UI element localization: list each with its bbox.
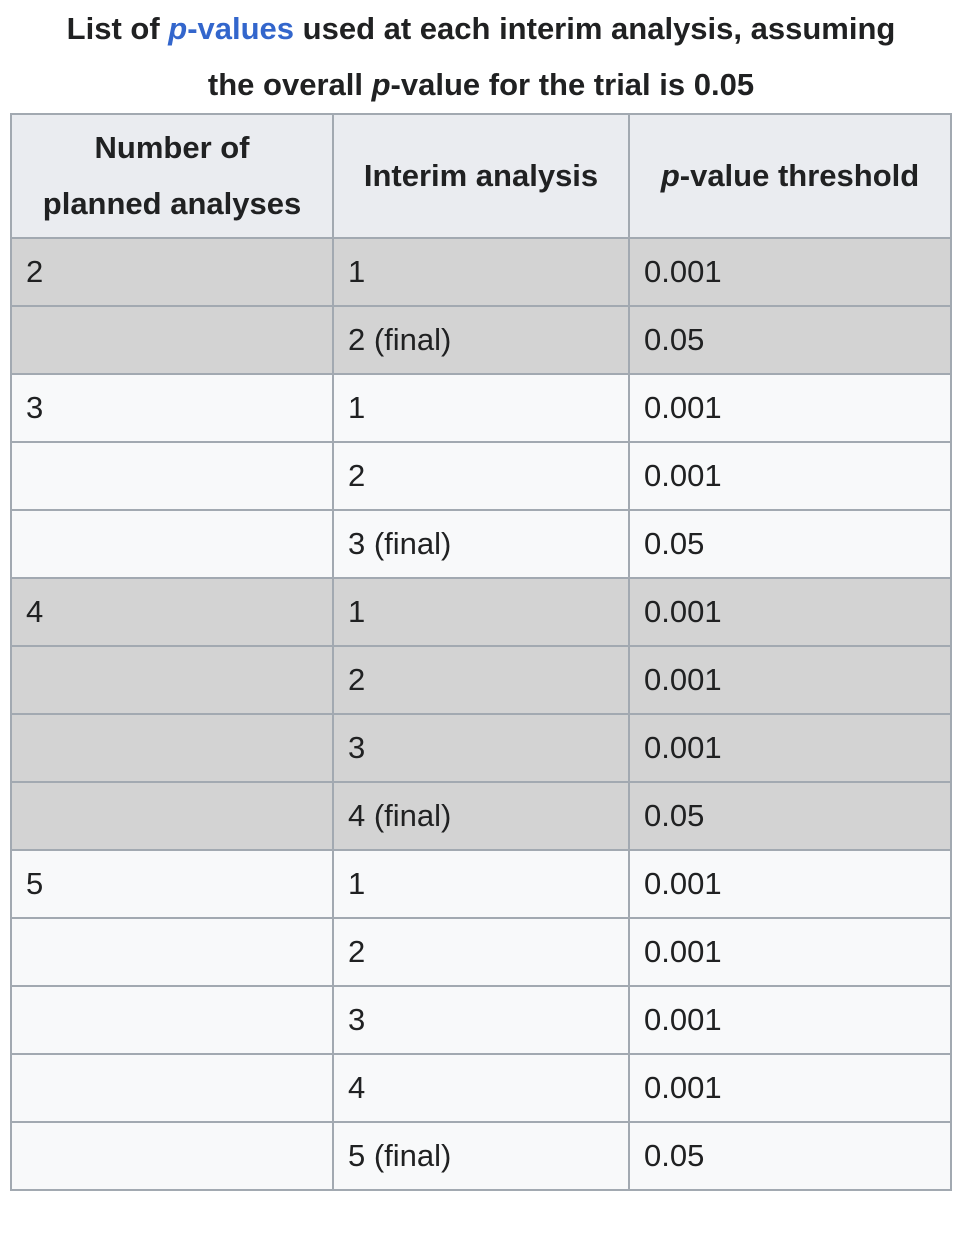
- table-row: 3 (final) 0.05: [10, 509, 952, 579]
- cell-interim-analysis: 3: [332, 985, 630, 1055]
- cell-interim-analysis: 2: [332, 917, 630, 987]
- cell-interim-analysis: 1: [332, 849, 630, 919]
- cell-threshold: 0.001: [628, 849, 952, 919]
- p-values-link-rest: -values: [187, 11, 295, 46]
- cell-planned-analyses: [10, 781, 334, 851]
- cell-planned-analyses: 4: [10, 577, 334, 647]
- header-threshold-rest: -value threshold: [679, 158, 920, 193]
- cell-interim-analysis: 2: [332, 441, 630, 511]
- cell-threshold: 0.001: [628, 577, 952, 647]
- caption-line2-p: p: [371, 67, 391, 102]
- cell-planned-analyses: [10, 713, 334, 783]
- cell-threshold: 0.001: [628, 1053, 952, 1123]
- cell-threshold: 0.001: [628, 917, 952, 987]
- table-row: 3 1 0.001: [10, 373, 952, 443]
- caption-line-2: the overall p-value for the trial is 0.0…: [0, 57, 962, 113]
- caption-prefix: List of: [66, 11, 169, 46]
- cell-interim-analysis: 2 (final): [332, 305, 630, 375]
- cell-planned-analyses: [10, 305, 334, 375]
- cell-threshold: 0.001: [628, 441, 952, 511]
- cell-interim-analysis: 2: [332, 645, 630, 715]
- table-caption: List of p-values used at each interim an…: [0, 0, 962, 113]
- cell-planned-analyses: [10, 645, 334, 715]
- table-row: 4 1 0.001: [10, 577, 952, 647]
- table-row: 4 0.001: [10, 1053, 952, 1123]
- cell-planned-analyses: [10, 1053, 334, 1123]
- cell-threshold: 0.001: [628, 237, 952, 307]
- cell-interim-analysis: 4 (final): [332, 781, 630, 851]
- cell-threshold: 0.001: [628, 645, 952, 715]
- cell-interim-analysis: 4: [332, 1053, 630, 1123]
- header-threshold: p-value threshold: [628, 113, 952, 239]
- cell-interim-analysis: 3: [332, 713, 630, 783]
- header-planned-analyses: Number of planned analyses: [10, 113, 334, 239]
- cell-threshold: 0.05: [628, 509, 952, 579]
- header-threshold-p: p: [660, 158, 680, 193]
- cell-threshold: 0.001: [628, 373, 952, 443]
- cell-interim-analysis: 3 (final): [332, 509, 630, 579]
- cell-interim-analysis: 1: [332, 577, 630, 647]
- cell-planned-analyses: [10, 917, 334, 987]
- cell-threshold: 0.001: [628, 985, 952, 1055]
- p-value-table: Number of planned analyses Interim analy…: [10, 113, 952, 1191]
- cell-threshold: 0.05: [628, 1121, 952, 1191]
- caption-line2-rest: -value for the trial is 0.05: [390, 67, 755, 102]
- header-planned-line1: Number of: [94, 130, 250, 165]
- caption-line-1: List of p-values used at each interim an…: [0, 1, 962, 57]
- table-row: 3 0.001: [10, 713, 952, 783]
- p-values-link-italic: p: [168, 11, 188, 46]
- table-row: 2 0.001: [10, 645, 952, 715]
- cell-planned-analyses: 5: [10, 849, 334, 919]
- table-row: 5 1 0.001: [10, 849, 952, 919]
- cell-planned-analyses: [10, 441, 334, 511]
- cell-interim-analysis: 1: [332, 373, 630, 443]
- table-row: 3 0.001: [10, 985, 952, 1055]
- header-interim-analysis: Interim analysis: [332, 113, 630, 239]
- cell-planned-analyses: 2: [10, 237, 334, 307]
- caption-line2-prefix: the overall: [207, 67, 372, 102]
- cell-planned-analyses: [10, 509, 334, 579]
- cell-threshold: 0.05: [628, 781, 952, 851]
- table-body: 2 1 0.001 2 (final) 0.05 3 1 0.001 2 0.001 3 (fina…: [10, 237, 952, 1191]
- cell-threshold: 0.001: [628, 713, 952, 783]
- header-row: Number of planned analyses Interim analy…: [10, 113, 952, 239]
- cell-interim-analysis: 1: [332, 237, 630, 307]
- cell-planned-analyses: [10, 1121, 334, 1191]
- caption-line1-rest: used at each interim analysis, assuming: [294, 11, 896, 46]
- table-row: 2 0.001: [10, 917, 952, 987]
- cell-planned-analyses: 3: [10, 373, 334, 443]
- header-planned-line2: planned analyses: [42, 186, 302, 221]
- p-values-link[interactable]: p-values: [168, 11, 294, 46]
- table-row: 2 1 0.001: [10, 237, 952, 307]
- cell-interim-analysis: 5 (final): [332, 1121, 630, 1191]
- table-row: 4 (final) 0.05: [10, 781, 952, 851]
- table-row: 2 0.001: [10, 441, 952, 511]
- cell-threshold: 0.05: [628, 305, 952, 375]
- cell-planned-analyses: [10, 985, 334, 1055]
- table-row: 2 (final) 0.05: [10, 305, 952, 375]
- table-row: 5 (final) 0.05: [10, 1121, 952, 1191]
